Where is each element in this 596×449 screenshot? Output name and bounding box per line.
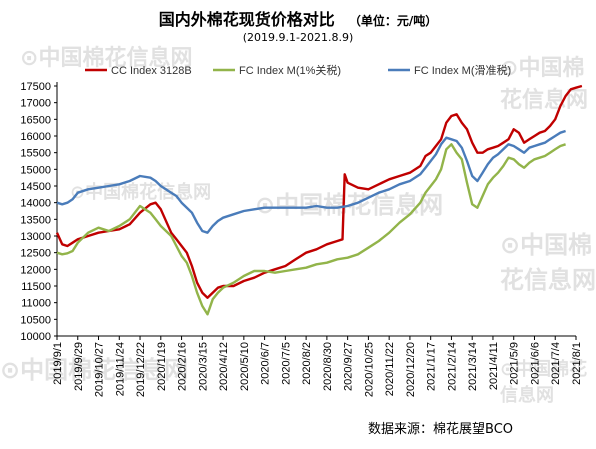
y-tick-label: 14500 — [20, 181, 51, 193]
y-tick-label: 10500 — [20, 314, 51, 326]
x-tick-label: 2020/2/16 — [177, 342, 189, 391]
y-tick-label: 11500 — [21, 281, 51, 293]
x-tick-label: 2021/3/14 — [467, 342, 479, 391]
x-tick-label: 2020/11/22 — [384, 342, 396, 396]
x-tick-label: 2021/5/9 — [509, 342, 521, 385]
data-source: 数据来源：棉花展望BCO — [368, 422, 513, 437]
y-tick-label: 15500 — [20, 148, 51, 160]
series-line — [56, 129, 566, 234]
y-tick-label: 14000 — [20, 198, 51, 210]
series-line — [56, 143, 566, 316]
x-tick-label: 2021/6/6 — [529, 342, 541, 385]
legend: CC Index 3128B FC Index M(1%关税) FC Index M… — [85, 63, 511, 77]
y-tick-label: 12000 — [20, 264, 51, 276]
x-tick-label: 2020/5/10 — [239, 342, 251, 391]
y-tick-label: 17000 — [20, 98, 51, 110]
y-tick-label: 17500 — [20, 81, 51, 93]
x-tick-label: 2021/1/17 — [426, 342, 438, 391]
x-tick-label: 2021/7/4 — [550, 342, 562, 385]
x-tick-label: 2020/10/25 — [363, 342, 375, 397]
x-tick-label: 2019/9/1 — [52, 342, 64, 385]
x-tick-label: 2020/9/27 — [343, 342, 355, 391]
y-tick-label: 13500 — [20, 214, 51, 226]
x-tick-label: 2020/1/19 — [156, 342, 168, 391]
x-tick-label: 2019/12/22 — [135, 342, 147, 397]
legend-label: FC Index M(1%关税) — [239, 63, 341, 77]
x-tick-label: 2021/8/1 — [571, 342, 583, 385]
x-tick-label: 2019/11/24 — [114, 342, 126, 396]
chart-title-text: 国内外棉花现货价格对比 — [158, 10, 335, 29]
chart-title: 国内外棉花现货价格对比 （单位：元/吨） — [0, 6, 596, 30]
x-tick-label: 2020/12/20 — [405, 342, 417, 397]
y-tick-label: 13000 — [20, 231, 51, 243]
y-tick-label: 16500 — [20, 114, 51, 126]
x-tick-label: 2020/4/12 — [218, 342, 230, 391]
y-tick-label: 16000 — [20, 131, 51, 143]
y-tick-label: 10000 — [20, 331, 51, 343]
legend-label: FC Index M(滑准税) — [414, 63, 511, 77]
y-tick-label: 11000 — [21, 298, 51, 310]
y-tick-label: 12500 — [20, 248, 51, 260]
x-tick-label: 2020/7/5 — [280, 342, 292, 385]
chart-date-range: (2019.9.1-2021.8.9) — [242, 31, 354, 44]
y-tick-label: 15000 — [20, 164, 51, 176]
chart-unit: （单位：元/吨） — [348, 14, 438, 28]
x-tick-label: 2020/6/7 — [260, 342, 272, 385]
legend-label: CC Index 3128B — [111, 65, 192, 77]
axes: 10000 10500 11000 11500 12000 12500 13000 13500… — [20, 81, 583, 397]
x-tick-label: 2020/3/15 — [197, 342, 209, 391]
x-tick-label: 2019/10/27 — [94, 342, 106, 397]
series-lines — [55, 84, 583, 316]
x-tick-label: 2021/4/11 — [488, 342, 500, 390]
x-tick-label: 2020/8/2 — [301, 342, 313, 385]
x-tick-label: 2019/9/29 — [73, 342, 85, 391]
x-tick-label: 2020/8/30 — [322, 342, 334, 391]
series-line — [55, 84, 583, 299]
x-tick-label: 2021/2/14 — [446, 342, 458, 391]
